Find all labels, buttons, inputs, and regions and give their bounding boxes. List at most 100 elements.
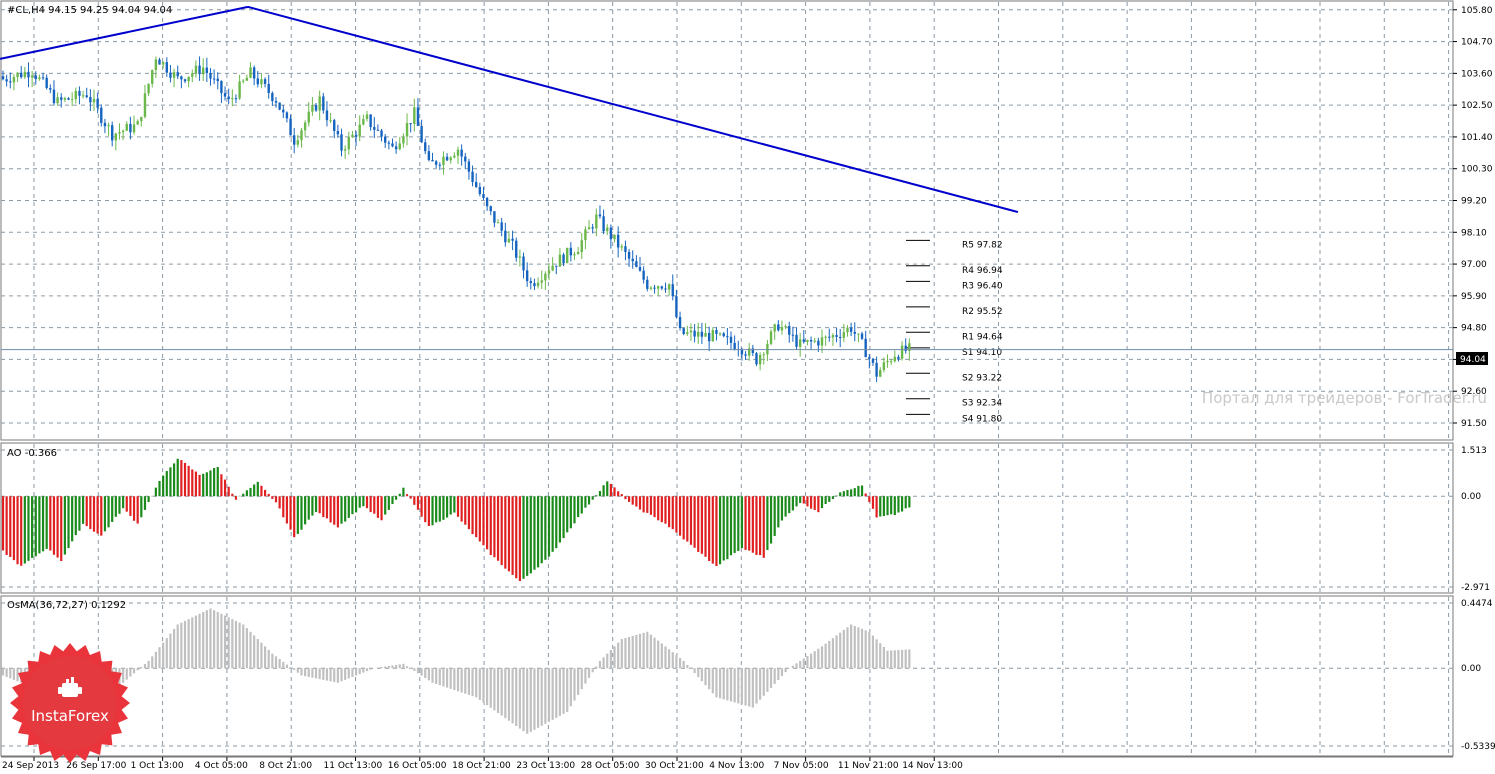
candle-body [616, 234, 620, 248]
candle-body [485, 197, 489, 207]
y-tick-label: 1.513 [1461, 446, 1487, 456]
y-tick-label: -2.971 [1461, 583, 1490, 593]
candle-body [416, 107, 420, 126]
candle-body [212, 78, 216, 80]
candle-body [23, 71, 27, 78]
candle-body [773, 324, 776, 332]
candle-body [788, 326, 791, 335]
candle-body [30, 75, 34, 78]
candle-body [311, 105, 314, 112]
candle-body [347, 137, 350, 150]
candle-body [649, 287, 653, 289]
candle-body [121, 130, 125, 133]
candle-body [358, 124, 361, 137]
candle-body [333, 120, 336, 131]
candle-body [482, 194, 485, 198]
candle-body [220, 81, 223, 94]
candle-body [256, 78, 259, 85]
current-price-label: 94.04 [1460, 355, 1486, 365]
x-tick-label: 26 Sep 17:00 [66, 761, 126, 771]
candle-body [143, 93, 147, 117]
candle-body [198, 65, 201, 75]
candle-body [798, 339, 802, 347]
candle-body [817, 340, 820, 346]
price-axis: 105.80 104.70 103.60 102.50 101.40 100.30 99.2… [1453, 6, 1493, 429]
candle-body [114, 133, 118, 141]
candle-body [831, 335, 835, 338]
y-tick-label: -0.5339 [1461, 742, 1495, 752]
candle-body [118, 132, 121, 134]
candle-body [285, 112, 289, 119]
candle-body [300, 130, 303, 141]
candle-body [860, 333, 864, 339]
ao-panel[interactable]: AO -0.366 1.513 0.00 -2.971 [0, 442, 1490, 594]
candle-body [63, 98, 67, 100]
candle-body [140, 116, 143, 122]
candle-body [260, 79, 263, 85]
candle-body [263, 79, 267, 84]
trendline-right [247, 5, 1019, 214]
candle-body [824, 336, 827, 338]
candle-body [602, 216, 605, 232]
candle-body [886, 361, 889, 363]
candle-body [758, 354, 762, 365]
candle-body [547, 270, 551, 274]
osma-label: OsMA(36,72,27) 0.1292 [7, 600, 126, 611]
candle-body [27, 71, 30, 78]
candle-body [427, 151, 431, 160]
candle-body [609, 227, 613, 240]
candle-body [103, 122, 107, 127]
candle-body [576, 252, 580, 255]
price-panel[interactable]: R5 97.82 R4 96.94 R3 96.40 R2 95.52 R1 94.64… [0, 0, 1493, 441]
candle-body [307, 111, 310, 123]
candle-body [744, 354, 747, 356]
candle-body [493, 211, 496, 223]
y-tick-label: 105.80 [1461, 6, 1493, 16]
candle-body [726, 336, 729, 338]
candle-body [191, 73, 194, 77]
candle-body [515, 240, 518, 258]
candle-body [409, 123, 412, 125]
candle-body [249, 67, 252, 78]
candle-body [267, 83, 270, 94]
watermark-text: Портал для трейдеров - ForTrader.ru [1202, 389, 1487, 407]
candle-body [809, 340, 813, 342]
osma-axis: 0.4474 0.00 -0.5339 [1461, 599, 1495, 752]
x-tick-label: 18 Oct 21:00 [452, 761, 511, 771]
candle-body [180, 76, 183, 80]
candle-body [209, 73, 212, 79]
candle-body [620, 246, 623, 248]
candle-body [431, 159, 434, 162]
candle-body [475, 182, 478, 187]
candle-body [132, 124, 136, 133]
candle-body [78, 90, 81, 96]
candle-body [136, 121, 139, 125]
candle-body [380, 130, 383, 137]
candle-body [12, 77, 16, 83]
x-tick-label: 11 Oct 13:00 [324, 761, 383, 771]
candle-body [718, 333, 722, 335]
candle-body [777, 324, 780, 331]
candle-body [420, 125, 423, 143]
candle-body [682, 328, 685, 334]
x-tick-label: 28 Oct 05:00 [581, 761, 640, 771]
candle-body [85, 95, 88, 98]
x-tick-label: 14 Nov 13:00 [902, 761, 963, 771]
candle-body [325, 110, 329, 121]
candle-body [533, 283, 536, 287]
osma-panel[interactable]: OsMA(36,72,27) 0.1292 0.4474 0.00 -0.5339 [0, 595, 1495, 757]
candle-body [373, 127, 376, 130]
x-tick-label: 11 Nov 21:00 [838, 761, 899, 771]
pivot-label: R2 95.52 [962, 307, 1003, 317]
candle-body [34, 75, 37, 80]
candle-body [151, 70, 154, 84]
candle-body [329, 120, 332, 122]
candle-body [387, 142, 391, 144]
candle-body [111, 125, 114, 141]
candle-body [471, 171, 474, 183]
candle-body [700, 331, 704, 337]
y-tick-label: 104.70 [1461, 38, 1493, 48]
candle-body [161, 62, 165, 65]
candle-body [791, 334, 795, 336]
